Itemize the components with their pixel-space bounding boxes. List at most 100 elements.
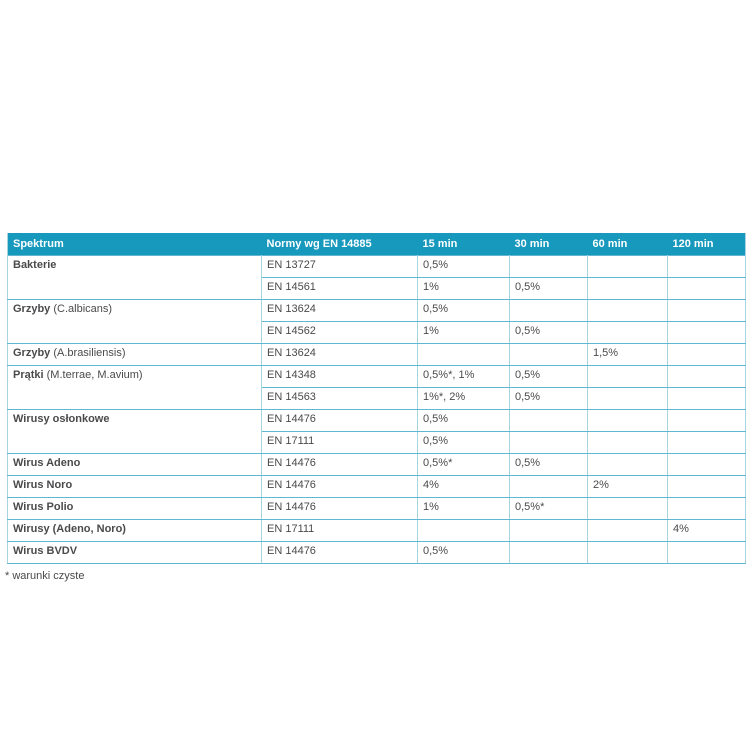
cell-120min — [667, 409, 746, 432]
cell-15min: 0,5% — [417, 541, 510, 564]
table-row: EN 14563 1%*, 2% 0,5% — [8, 387, 746, 410]
cell-15min: 0,5% — [417, 255, 510, 278]
cell-120min — [667, 431, 746, 454]
cell-120min — [667, 343, 746, 366]
cell-60min: 1,5% — [587, 343, 668, 366]
spektrum-cell: Wirus BVDV — [7, 541, 262, 564]
cell-15min: 1%*, 2% — [417, 387, 510, 410]
table-row: Wirusy (Adeno, Noro) EN 17111 4% — [7, 519, 746, 542]
norm-cell: EN 13624 — [261, 299, 418, 322]
cell-15min: 0,5% — [417, 299, 510, 322]
cell-30min — [509, 343, 588, 366]
spektrum-name: Wirus Adeno — [13, 457, 81, 469]
spektrum-cell: Grzyby (C.albicans) — [7, 299, 262, 344]
cell-30min — [509, 409, 588, 432]
cell-120min — [667, 365, 746, 388]
cell-60min — [587, 365, 668, 388]
cell-15min: 1% — [417, 497, 510, 520]
cell-15min: 0,5%* — [417, 453, 510, 476]
cell-120min — [667, 453, 746, 476]
cell-60min — [587, 541, 668, 564]
spektrum-cell: Wirus Noro — [7, 475, 262, 498]
norm-cell: EN 14476 — [261, 475, 418, 498]
cell-30min: 0,5%* — [509, 497, 588, 520]
norm-cell: EN 14476 — [261, 409, 418, 432]
table-row: Bakterie EN 13727 0,5% — [7, 255, 746, 300]
cell-15min: 0,5% — [417, 409, 510, 432]
table-row: EN 14562 1% 0,5% — [8, 321, 746, 344]
norm-cell: EN 13727 — [261, 255, 418, 278]
cell-30min — [509, 299, 588, 322]
norm-cell: EN 14562 — [261, 321, 418, 344]
table-row: Wirus Adeno EN 14476 0,5%* 0,5% — [7, 453, 746, 476]
cell-30min: 0,5% — [509, 277, 588, 300]
norm-cell: EN 17111 — [261, 519, 418, 542]
cell-30min: 0,5% — [509, 387, 588, 410]
table-row: Grzyby (A.brasiliensis) EN 13624 1,5% — [7, 343, 746, 366]
table-row: Wirus Polio EN 14476 1% 0,5%* — [7, 497, 746, 520]
cell-120min — [667, 541, 746, 564]
col-header-60min: 60 min — [587, 233, 668, 256]
norm-cell: EN 14476 — [261, 541, 418, 564]
table-row: Wirus Noro EN 14476 4% 2% — [7, 475, 746, 498]
cell-30min — [509, 255, 588, 278]
norm-cell: EN 14348 — [261, 365, 418, 388]
table-row: Prątki (M.terrae, M.avium) EN 14348 0,5%… — [7, 365, 746, 410]
spektrum-name: Wirus BVDV — [13, 545, 78, 557]
spektrum-name: Wirusy osłonkowe — [13, 413, 110, 425]
cell-120min — [667, 497, 746, 520]
spektrum-name: Prątki — [13, 369, 44, 381]
norm-cell: EN 14476 — [261, 497, 418, 520]
cell-60min — [587, 497, 668, 520]
cell-15min: 0,5%*, 1% — [417, 365, 510, 388]
cell-30min — [509, 431, 588, 454]
spektrum-detail: (C.albicans) — [50, 303, 113, 315]
cell-30min: 0,5% — [509, 321, 588, 344]
cell-15min — [417, 343, 510, 366]
col-header-spektrum: Spektrum — [7, 233, 262, 256]
norm-cell: EN 17111 — [261, 431, 418, 454]
norm-cell: EN 14476 — [261, 453, 418, 476]
cell-15min: 0,5% — [417, 431, 510, 454]
spektrum-cell: Wirusy (Adeno, Noro) — [7, 519, 262, 542]
cell-30min — [509, 475, 588, 498]
col-header-15min: 15 min — [417, 233, 510, 256]
spectrum-table: Spektrum Normy wg EN 14885 15 min 30 min… — [7, 233, 746, 564]
cell-60min — [587, 255, 668, 278]
cell-120min — [667, 255, 746, 278]
spektrum-detail: (A.brasiliensis) — [50, 347, 126, 359]
cell-60min — [587, 277, 668, 300]
spektrum-cell: Bakterie — [7, 255, 262, 300]
cell-60min — [587, 409, 668, 432]
spektrum-cell: Wirus Polio — [7, 497, 262, 520]
cell-120min: 4% — [667, 519, 746, 542]
cell-30min: 0,5% — [509, 365, 588, 388]
cell-30min — [509, 541, 588, 564]
cell-60min — [587, 299, 668, 322]
cell-15min: 4% — [417, 475, 510, 498]
table-row: EN 14561 1% 0,5% — [8, 277, 746, 300]
spektrum-name: Bakterie — [13, 259, 57, 271]
table-header-row: Spektrum Normy wg EN 14885 15 min 30 min… — [7, 233, 746, 256]
cell-120min — [667, 277, 746, 300]
cell-30min: 0,5% — [509, 453, 588, 476]
footnote: * warunki czyste — [5, 570, 85, 582]
spektrum-cell: Prątki (M.terrae, M.avium) — [7, 365, 262, 410]
spektrum-name: Grzyby — [13, 347, 51, 359]
spektrum-cell: Wirus Adeno — [7, 453, 262, 476]
norm-cell: EN 13624 — [261, 343, 418, 366]
spektrum-cell: Grzyby (A.brasiliensis) — [7, 343, 262, 366]
spektrum-name: Wirusy (Adeno, Noro) — [13, 523, 126, 535]
col-header-normy: Normy wg EN 14885 — [261, 233, 418, 256]
spektrum-name: Grzyby — [13, 303, 51, 315]
norm-cell: EN 14561 — [261, 277, 418, 300]
cell-60min: 2% — [587, 475, 668, 498]
table-row: Wirus BVDV EN 14476 0,5% — [7, 541, 746, 564]
norm-cell: EN 14563 — [261, 387, 418, 410]
col-header-30min: 30 min — [509, 233, 588, 256]
cell-120min — [667, 387, 746, 410]
cell-15min: 1% — [417, 277, 510, 300]
spektrum-name: Wirus Noro — [13, 479, 73, 491]
cell-120min — [667, 475, 746, 498]
